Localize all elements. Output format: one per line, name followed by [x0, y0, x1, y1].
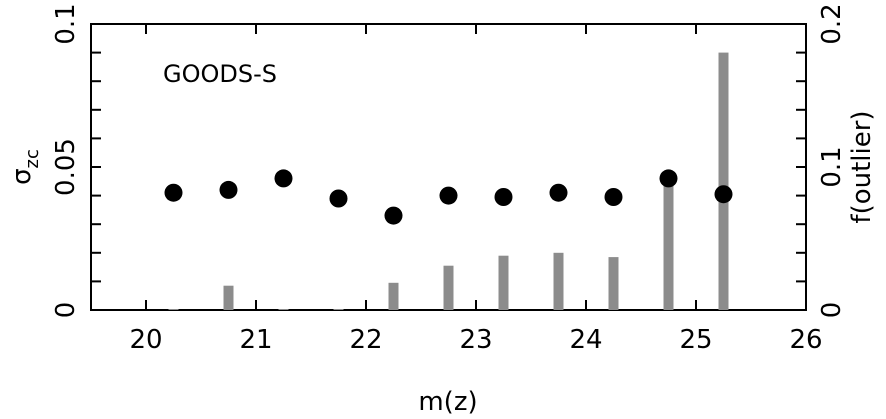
x-tick-label: 20: [129, 325, 162, 355]
sigma-point: [439, 186, 458, 205]
outlier-bar: [168, 309, 179, 310]
x-tick-label: 25: [679, 325, 712, 355]
y2-tick-label: 0.1: [817, 146, 847, 187]
outlier-bar: [498, 255, 509, 310]
sigma-point: [714, 185, 733, 204]
y-axis-label-subscript: zc: [22, 149, 43, 168]
sigma-point: [329, 189, 348, 208]
outlier-bar: [443, 265, 454, 310]
outlier-bar: [278, 309, 289, 310]
outlier-bar: [553, 252, 564, 310]
outlier-bars: [168, 52, 729, 310]
y-axis-right: 0 0.1 0.2: [796, 3, 847, 318]
outlier-bar: [223, 285, 234, 310]
outlier-bar: [333, 309, 344, 310]
x-tick-label: 24: [569, 325, 602, 355]
sigma-point: [274, 169, 293, 188]
outlier-bar: [663, 177, 674, 310]
x-tick-label: 21: [239, 325, 272, 355]
sigma-point: [164, 183, 183, 202]
y2-tick-label: 0.2: [817, 3, 847, 44]
sigma-point: [549, 183, 568, 202]
y-axis-left: 0 0.05 0.1: [51, 3, 101, 318]
y2-tick-label: 0: [817, 302, 847, 319]
x-tick-label: 22: [349, 325, 382, 355]
sigma-point: [384, 206, 403, 225]
y2-axis-label: f(outlier): [847, 110, 877, 223]
x-tick-label: 23: [459, 325, 492, 355]
scatter-points: [164, 169, 733, 225]
outlier-bar: [388, 282, 399, 310]
y-tick-label: 0: [51, 302, 81, 319]
outlier-bar: [718, 52, 729, 310]
svg-text:σzc: σzc: [7, 149, 43, 185]
y-axis-label: σzc: [7, 149, 43, 185]
sigma-point: [494, 188, 513, 206]
y-tick-label: 0.05: [51, 138, 81, 196]
annotation-label: GOODS-S: [163, 60, 277, 88]
sigma-point: [219, 180, 238, 199]
y-axis-label-main: σ: [7, 168, 37, 184]
y-tick-label: 0.1: [51, 3, 81, 44]
x-axis: 20 21 22 23 24 25 26: [129, 24, 823, 355]
x-tick-label: 26: [789, 325, 822, 355]
x-axis-label: m(z): [418, 387, 477, 417]
sigma-point: [659, 169, 678, 188]
outlier-bar: [608, 257, 619, 310]
sigma-point: [604, 188, 623, 206]
